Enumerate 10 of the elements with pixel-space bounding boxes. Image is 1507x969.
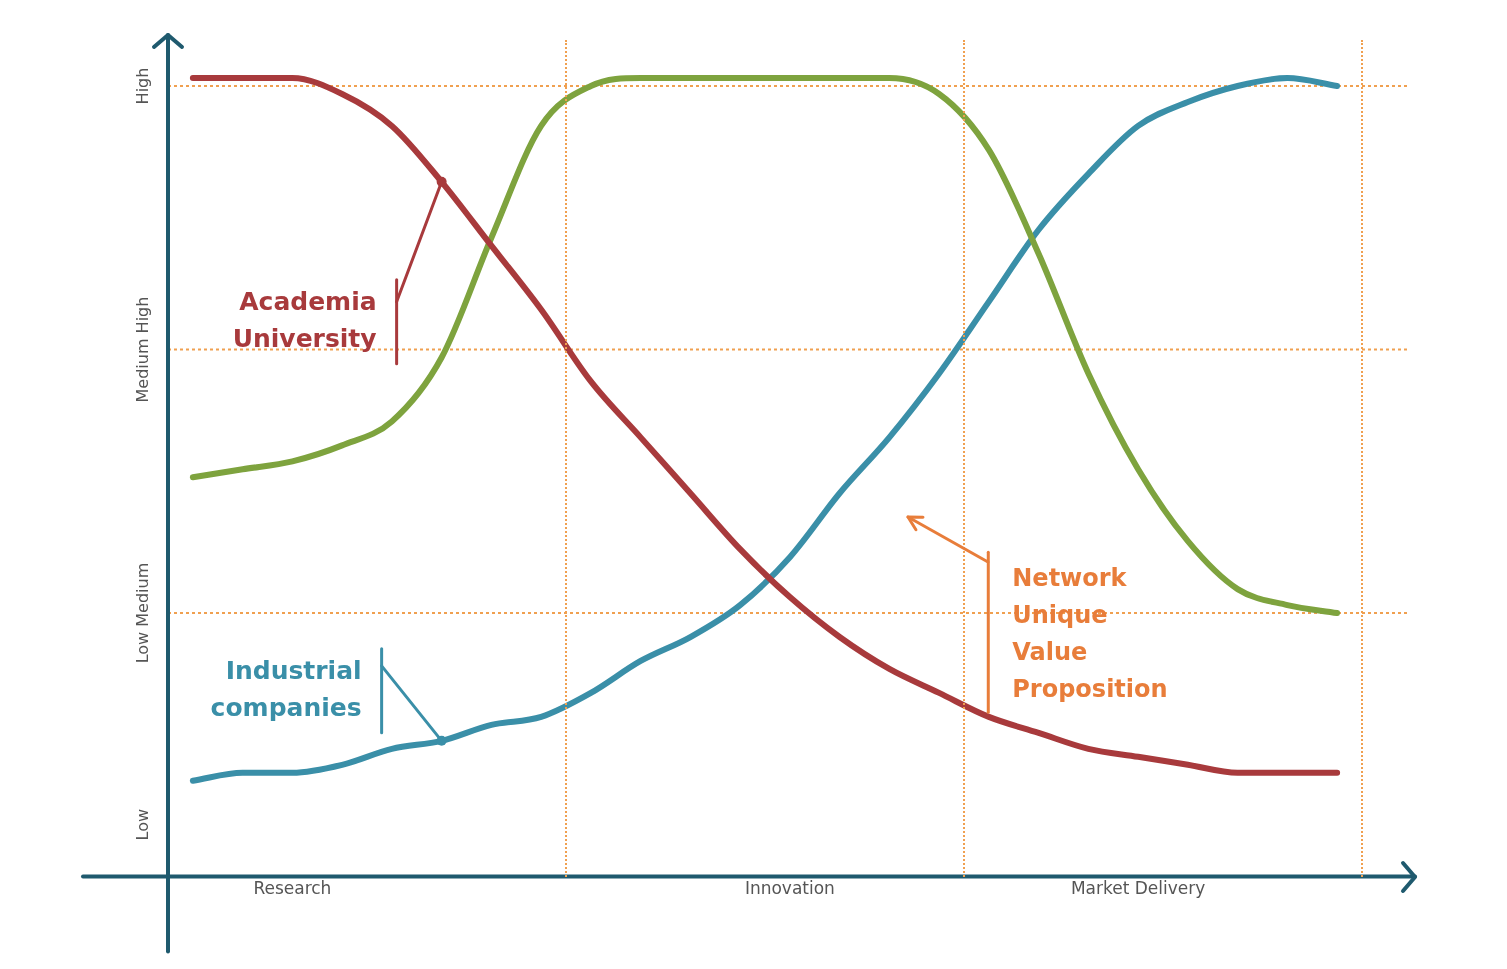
x-tick-label: Research [253, 878, 332, 899]
series-label: Industrial companies [210, 656, 362, 723]
text: High [133, 67, 153, 105]
x-tick-label: Market Delivery [1070, 878, 1206, 899]
annotation: Network Unique Value Proposition [1012, 564, 1168, 704]
text: Academia University [232, 287, 377, 354]
text: Medium High [133, 296, 153, 403]
text: Low Medium [133, 562, 153, 664]
x-tick-label: Innovation [744, 878, 835, 899]
text: Low [133, 808, 153, 841]
